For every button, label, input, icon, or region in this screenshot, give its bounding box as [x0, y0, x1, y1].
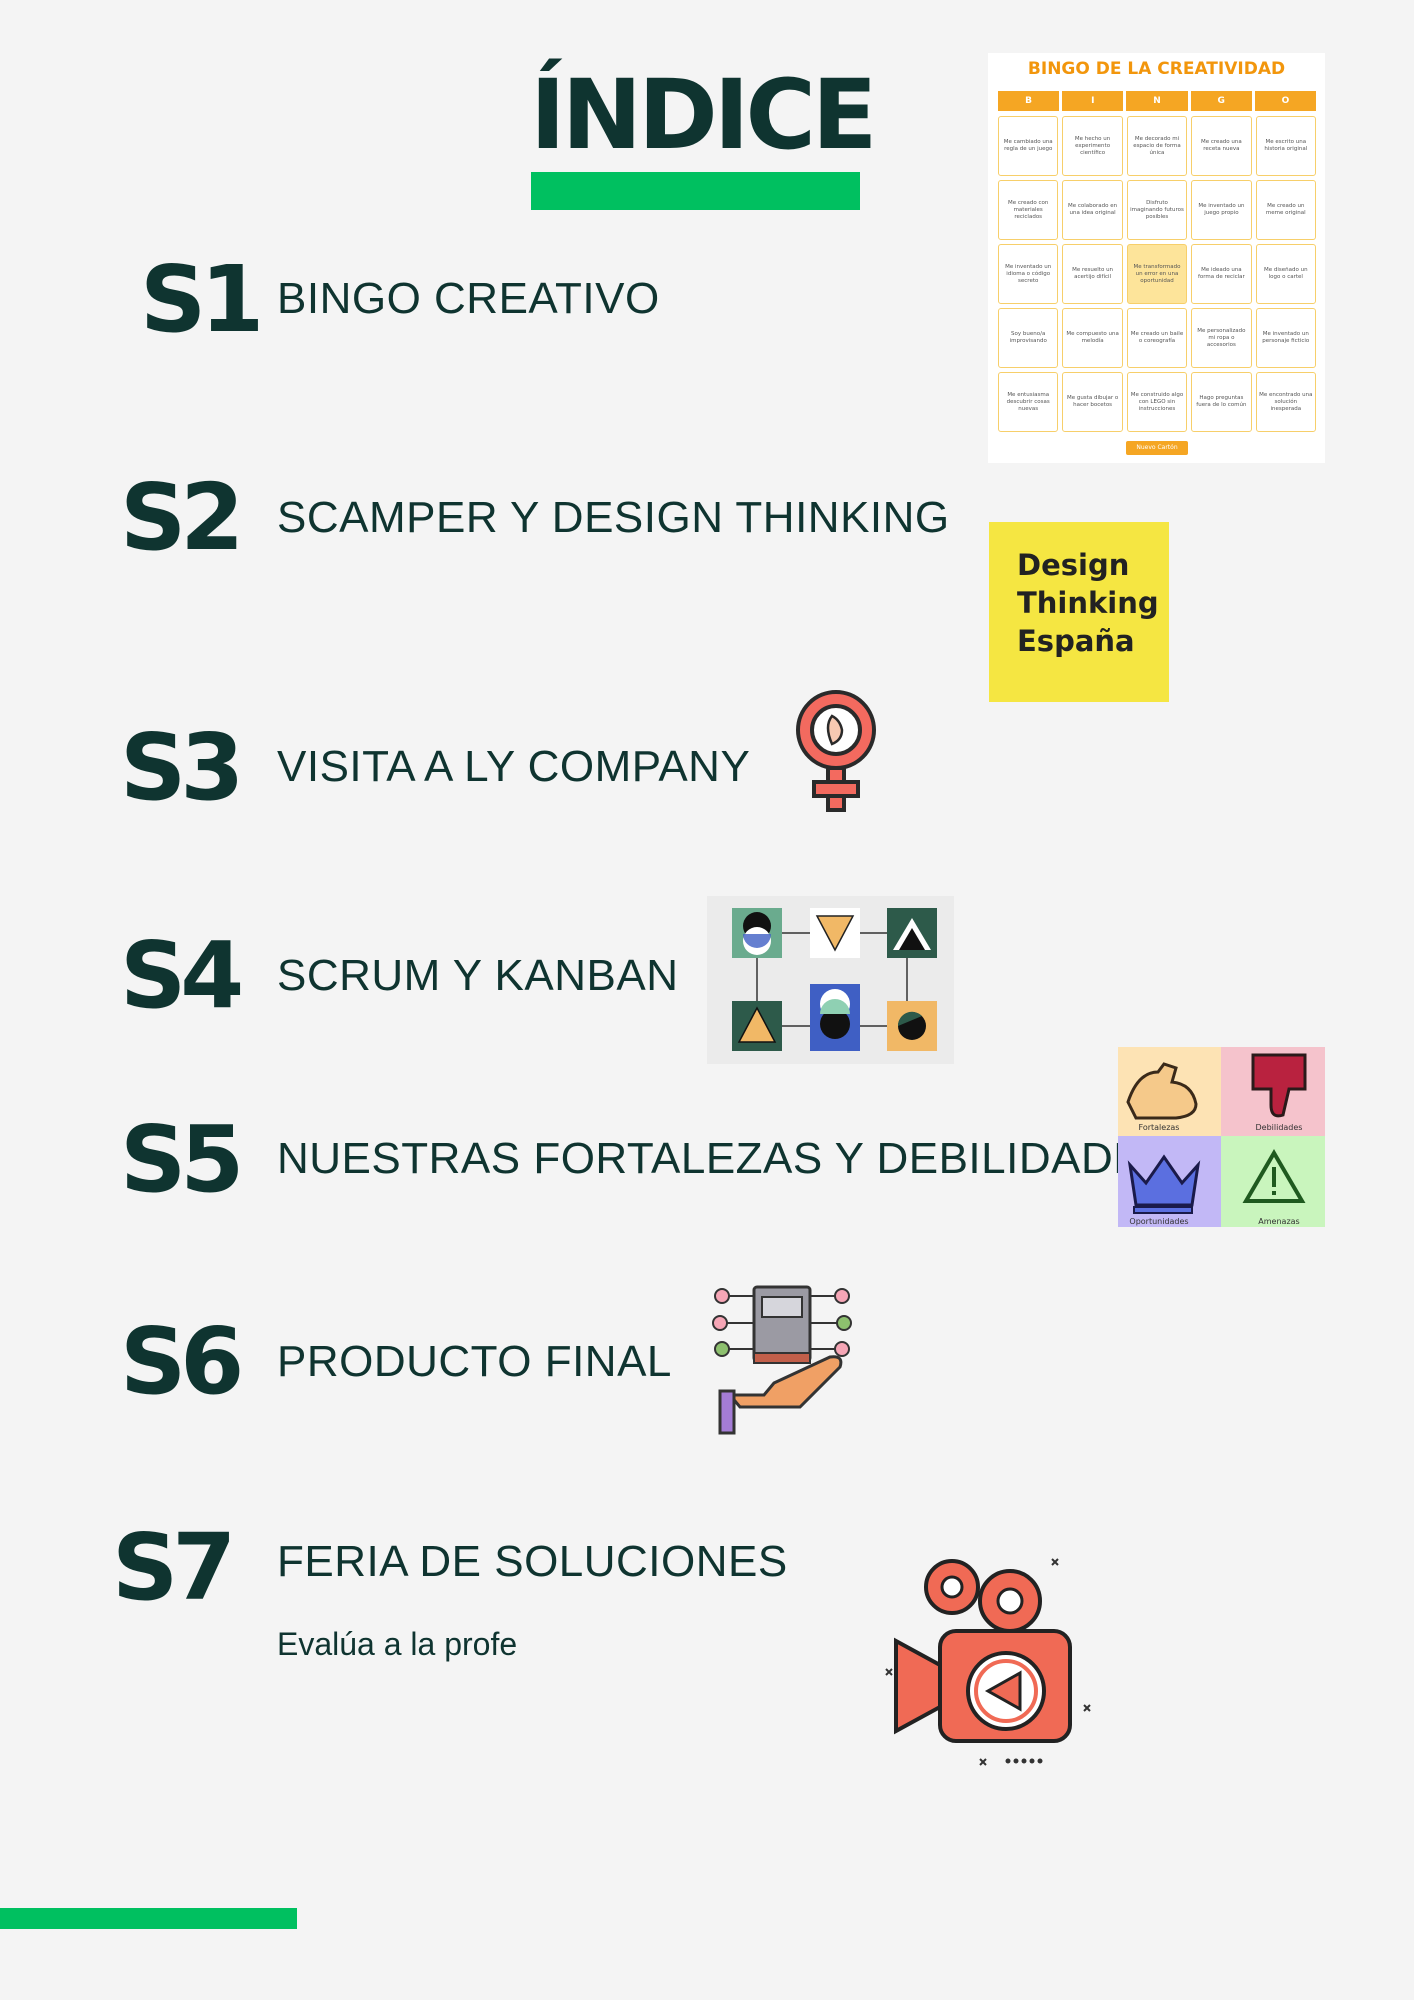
- bingo-cell[interactable]: Me transformado un error en una oportuni…: [1126, 244, 1188, 304]
- bingo-cell[interactable]: Me gusta dibujar o hacer bocetos: [1062, 372, 1123, 432]
- swot-threats-label: Amenazas: [1258, 1217, 1300, 1226]
- bingo-cell[interactable]: Me compuesto una melodía: [1062, 308, 1123, 368]
- scrum-kanban-diagram: [707, 896, 954, 1064]
- design-thinking-text: Design Thinking España: [1017, 546, 1159, 660]
- female-symbol-icon: [796, 690, 876, 812]
- bingo-cell[interactable]: Me colaborado en una idea original: [1062, 180, 1123, 240]
- bingo-cell[interactable]: Me inventado un juego propio: [1191, 180, 1252, 240]
- bingo-cell[interactable]: Me personalizado mi ropa o accesorios: [1191, 308, 1252, 368]
- bingo-letter: O: [1254, 91, 1317, 111]
- swot-matrix: Fortalezas Debilidades Oportunidades Ame…: [1118, 1047, 1325, 1227]
- dt-line-3: España: [1017, 624, 1135, 658]
- section-3-label: VISITA A LY COMPANY: [277, 742, 751, 791]
- bingo-cell[interactable]: Me construido algo con LEGO sin instrucc…: [1126, 372, 1188, 432]
- new-card-button[interactable]: Nuevo Cartón: [1126, 441, 1188, 455]
- bingo-cell[interactable]: Me decorado mi espacio de forma única: [1126, 116, 1188, 176]
- product-hand-icon: [712, 1285, 852, 1435]
- page-title: ÍNDICE: [530, 59, 878, 171]
- bingo-cell[interactable]: Me creado un meme original: [1255, 180, 1316, 240]
- section-7-label: FERIA DE SOLUCIONES: [277, 1537, 788, 1586]
- bingo-title: BINGO DE LA CREATIVIDAD: [1027, 59, 1286, 79]
- section-6-number: S6: [120, 1308, 244, 1415]
- section-4-number: S4: [120, 922, 244, 1029]
- bingo-letter: G: [1190, 91, 1252, 111]
- bingo-grid: Me cambiado una regla de un juego Me hech…: [998, 116, 1316, 432]
- bingo-cell[interactable]: Me cambiado una regla de un juego: [998, 116, 1059, 176]
- video-camera-icon: [885, 1558, 1091, 1766]
- bingo-cell[interactable]: Hago preguntas fuera de lo común: [1191, 372, 1252, 432]
- bingo-cell[interactable]: Me escrito una historia original: [1255, 116, 1316, 176]
- section-2-number: S2: [120, 464, 244, 571]
- design-thinking-logo: Design Thinking España: [989, 522, 1169, 702]
- bingo-cell[interactable]: Soy bueno/a improvisando: [998, 308, 1059, 368]
- swot-strengths-label: Fortalezas: [1138, 1123, 1180, 1132]
- section-5-number: S5: [120, 1106, 244, 1213]
- bingo-cell[interactable]: Me entusiasma descubrir cosas nuevas: [998, 372, 1059, 432]
- title-underline: [531, 172, 860, 210]
- section-5-label: NUESTRAS FORTALEZAS Y DEBILIDADES: [277, 1134, 1173, 1183]
- bingo-cell[interactable]: Me inventado un personaje ficticio: [1255, 308, 1316, 368]
- section-2-label: SCAMPER Y DESIGN THINKING: [277, 493, 950, 542]
- bingo-cell[interactable]: Me creado una receta nueva: [1191, 116, 1252, 176]
- section-6-label: PRODUCTO FINAL: [277, 1337, 672, 1386]
- bingo-cell[interactable]: Me creado un baile o coreografía: [1126, 308, 1188, 368]
- bingo-cell[interactable]: Me inventado un idioma o código secreto: [998, 244, 1059, 304]
- section-4-label: SCRUM Y KANBAN: [277, 951, 679, 1000]
- swot-weaknesses-label: Debilidades: [1255, 1123, 1303, 1132]
- bingo-cell[interactable]: Me ideado una forma de reciclar: [1191, 244, 1252, 304]
- swot-opportunities-label: Oportunidades: [1129, 1217, 1189, 1226]
- bingo-cell[interactable]: Me creado con materiales reciclados: [998, 180, 1059, 240]
- bingo-cell[interactable]: Disfruto imaginando futuros posibles: [1126, 180, 1188, 240]
- section-1-label: BINGO CREATIVO: [277, 274, 660, 323]
- bottom-accent-bar: [0, 1908, 297, 1929]
- bingo-cell[interactable]: Me encontrado una solución inesperada: [1255, 372, 1316, 432]
- bingo-cell[interactable]: Me diseñado un logo o cartel: [1255, 244, 1316, 304]
- bingo-letter: B: [998, 91, 1060, 111]
- section-7-sublabel: Evalúa a la profe: [277, 1626, 518, 1662]
- dt-line-1: Design: [1017, 548, 1130, 582]
- section-1-number: S1: [140, 246, 264, 353]
- dt-line-2: Thinking: [1017, 586, 1159, 620]
- section-7-number: S7: [112, 1514, 236, 1621]
- bingo-cell[interactable]: Me resuelto un acertijo difícil: [1062, 244, 1123, 304]
- bingo-cell[interactable]: Me hecho un experimento científico: [1062, 116, 1123, 176]
- section-3-number: S3: [120, 714, 244, 821]
- bingo-letter: N: [1126, 91, 1188, 111]
- bingo-letter: I: [1062, 91, 1124, 111]
